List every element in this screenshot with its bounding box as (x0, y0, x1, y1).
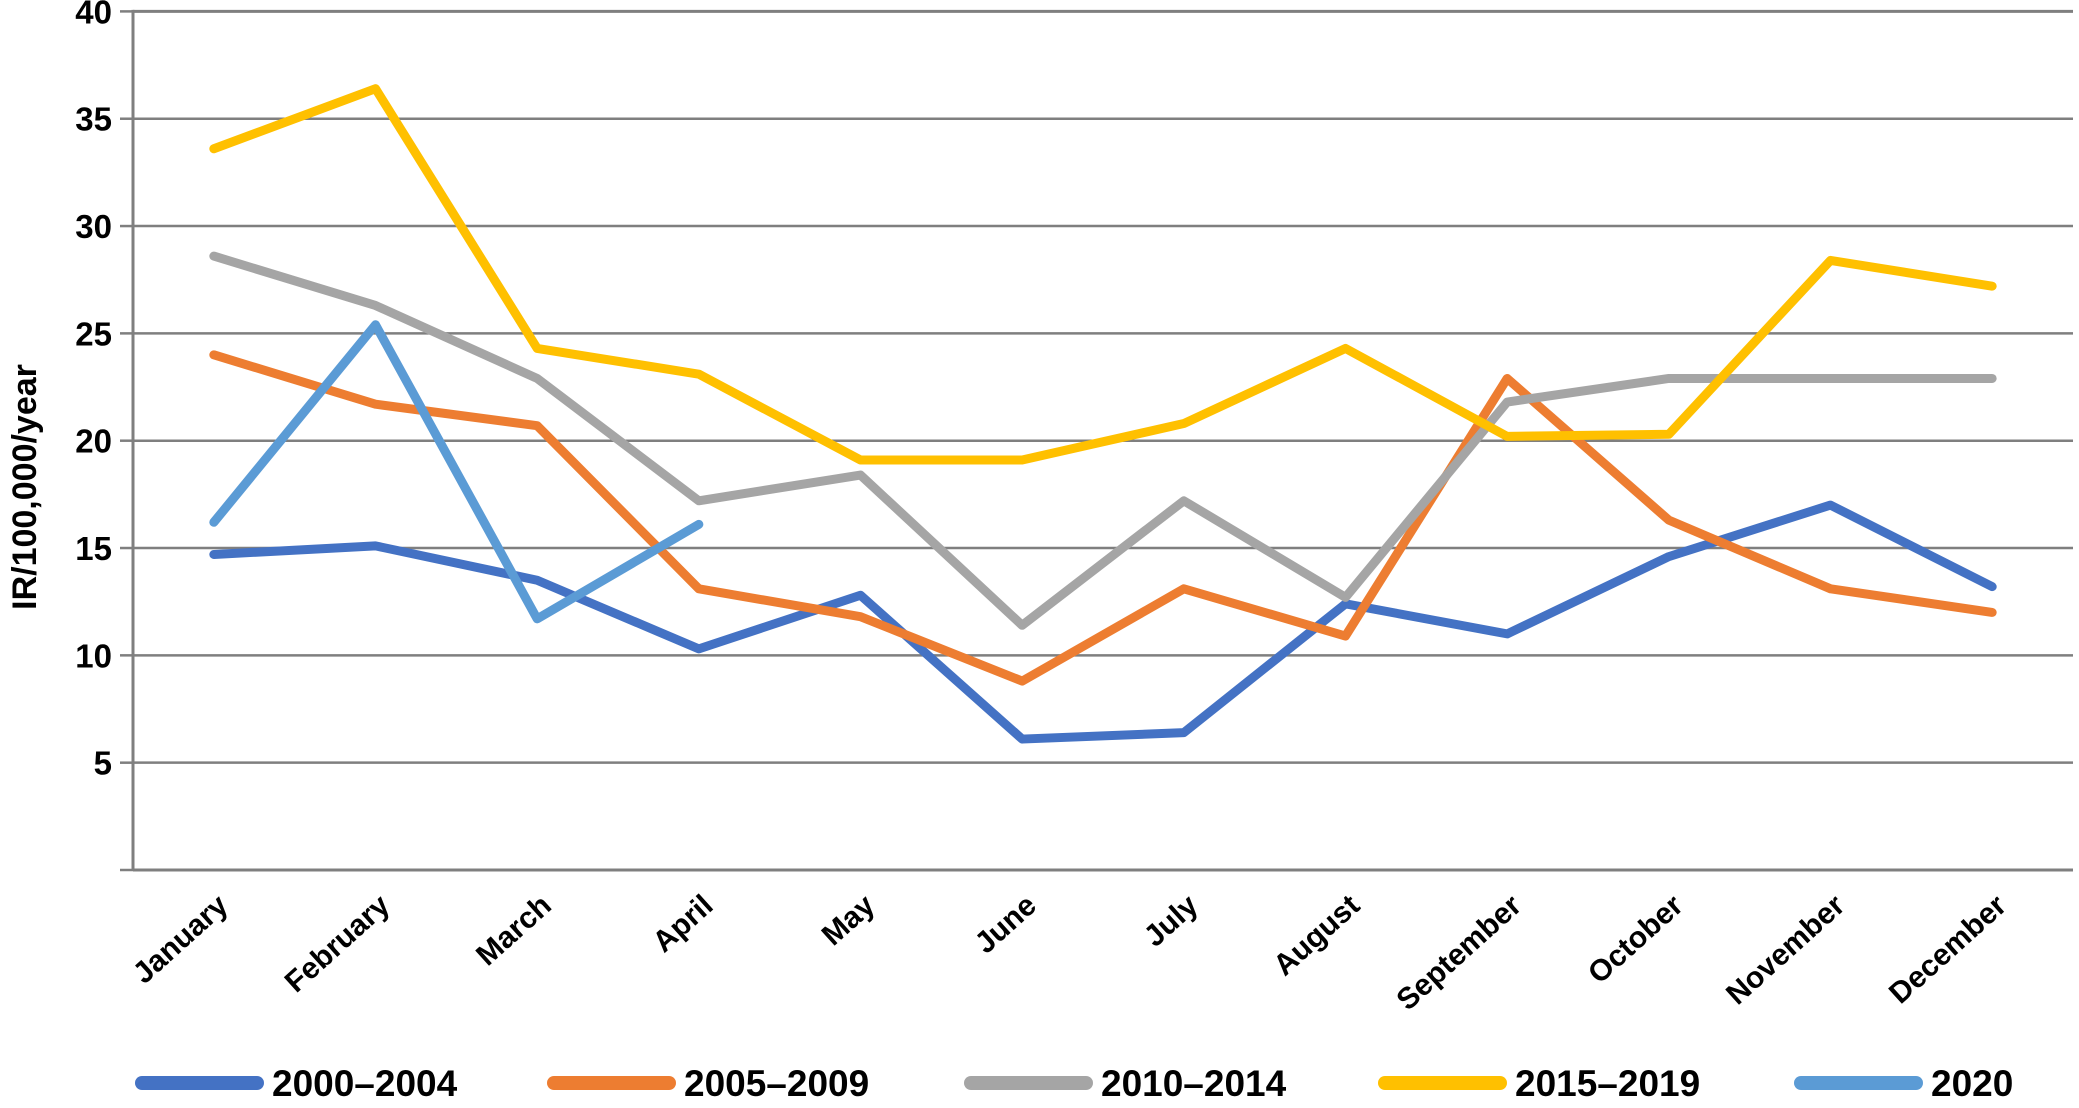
y-axis-tick-label: 25 (75, 315, 112, 352)
legend: 2000–2004 2005–2009 2010–2014 2015–2019 2020 (135, 1063, 2013, 1104)
x-axis-label: March (470, 889, 558, 973)
x-axis-label: May (816, 888, 882, 952)
x-axis-label: November (1720, 888, 1851, 1011)
axes (120, 9, 2073, 872)
x-axis-label: December (1883, 888, 2013, 1010)
x-axis-label: September (1391, 888, 1529, 1016)
y-axis-tick-label: 5 (94, 745, 112, 782)
series-line-2005-2009 (209, 350, 1997, 686)
legend-label: 2005–2009 (684, 1063, 869, 1104)
series-line-2020 (209, 320, 704, 624)
series-line-2015-2019 (209, 84, 1997, 465)
x-axis-label: January (127, 888, 235, 990)
x-axis-labels: January February March April May June July Augu… (127, 888, 2013, 1016)
y-axis-tick-label: 20 (75, 423, 112, 460)
y-axis-title: IR/100,000/year (6, 364, 44, 610)
y-axis-tick-label: 10 (75, 637, 112, 674)
y-axis-tick-label: 35 (75, 101, 112, 138)
legend-item: 2005–2009 (547, 1063, 869, 1104)
x-axis-label: October (1582, 888, 1690, 990)
legend-item: 2010–2014 (964, 1063, 1287, 1104)
x-axis-label: June (969, 889, 1043, 960)
y-axis-tick-labels: 40 35 30 25 20 15 10 5 (75, 0, 112, 782)
legend-label: 2015–2019 (1515, 1063, 1700, 1104)
legend-item: 2020 (1794, 1063, 2013, 1104)
legend-label: 2000–2004 (272, 1063, 458, 1104)
x-axis-label: February (279, 888, 397, 999)
y-axis-tick-label: 30 (75, 208, 112, 245)
series-lines (209, 84, 1997, 744)
series-line-2010-2014 (209, 251, 1997, 630)
y-axis-tick-label: 40 (75, 0, 112, 30)
legend-item: 2015–2019 (1378, 1063, 1700, 1104)
legend-label: 2010–2014 (1101, 1063, 1287, 1104)
x-axis-label: July (1138, 888, 1205, 953)
y-axis-tick-label: 15 (75, 530, 112, 567)
x-axis-label: April (647, 889, 720, 959)
legend-item: 2000–2004 (135, 1063, 458, 1104)
x-axis-label: August (1267, 889, 1366, 983)
legend-label: 2020 (1931, 1063, 2013, 1104)
